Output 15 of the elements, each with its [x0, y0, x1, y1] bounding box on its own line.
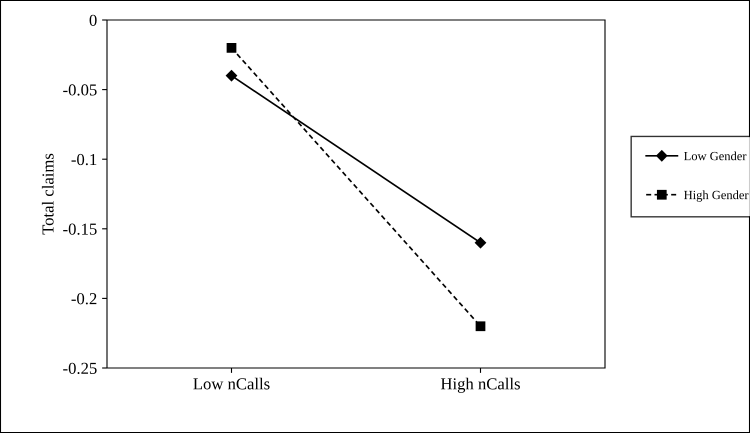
y-tick-label: 0	[90, 14, 97, 26]
y-tick-label: -0.1	[72, 154, 96, 166]
y-tick-label: -0.05	[63, 84, 97, 96]
point	[226, 42, 236, 53]
y-axis-title: Total claims	[42, 154, 54, 235]
y-tick-label: -0.25	[63, 362, 97, 374]
y-tick-label: -0.2	[72, 293, 96, 304]
x-tick-label: Low nCalls	[193, 378, 270, 390]
legend-label: High Gender	[684, 190, 748, 202]
legend-label: Low Gender	[684, 151, 746, 160]
point	[226, 70, 238, 82]
x-tick-label: High nCalls	[440, 378, 520, 393]
y-tick-label: -0.15	[63, 224, 97, 235]
point	[476, 321, 486, 332]
point	[474, 237, 486, 248]
